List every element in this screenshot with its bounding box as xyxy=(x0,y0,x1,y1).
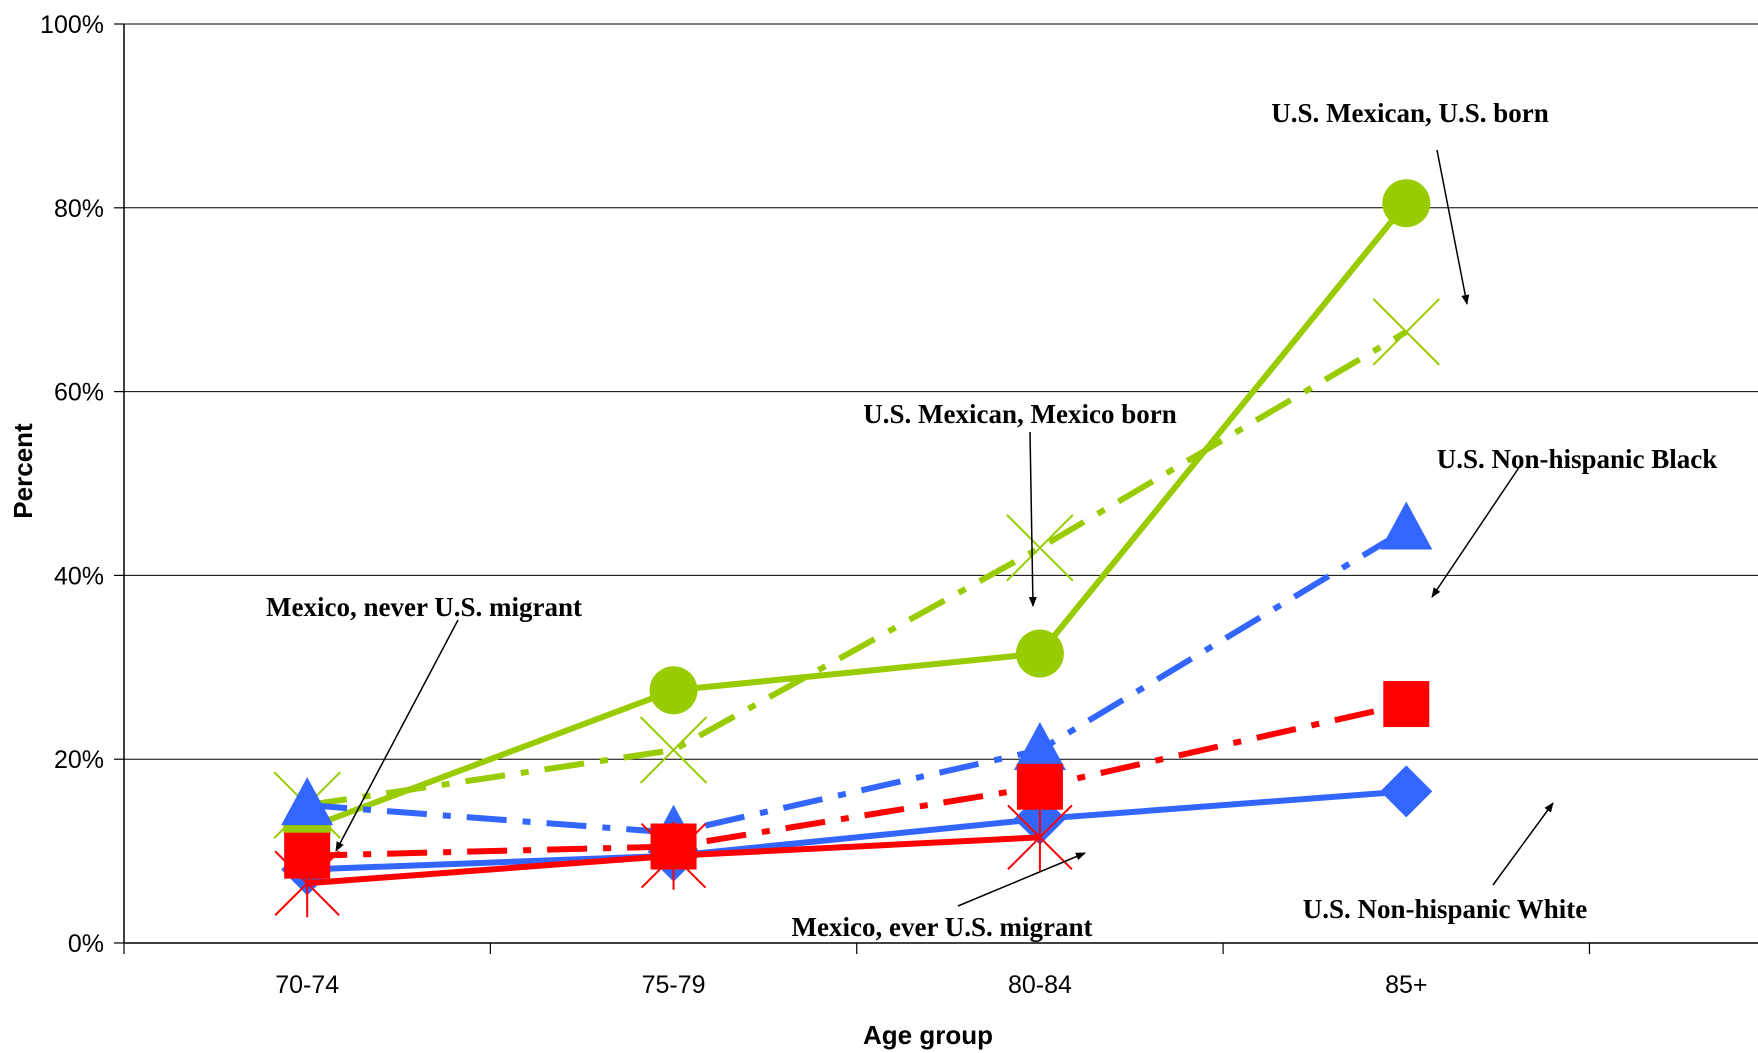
annotation: Mexico, ever U.S. migrant xyxy=(792,852,1093,942)
series-line xyxy=(306,526,1408,836)
x-marker xyxy=(1372,298,1440,366)
annotation-label: Mexico, never U.S. migrant xyxy=(266,592,582,622)
annotation-label: U.S. Mexican, U.S. born xyxy=(1271,98,1549,128)
annotation-arrow xyxy=(335,619,459,852)
circle-marker xyxy=(1382,179,1431,228)
series-3 xyxy=(281,765,1433,896)
annotation-arrow xyxy=(1028,431,1037,607)
y-tick-label: 80% xyxy=(54,195,104,223)
y-tick-label: 40% xyxy=(54,562,104,590)
series-5 xyxy=(274,803,1073,918)
x-tick-label: 85+ xyxy=(1385,971,1427,999)
series-line xyxy=(307,788,1407,873)
gridlines xyxy=(124,23,1758,760)
annotation-arrow xyxy=(957,852,1086,907)
x-marker xyxy=(639,716,708,784)
annotation-label: U.S. Mexican, Mexico born xyxy=(863,399,1176,429)
series-line xyxy=(306,329,1408,809)
triangle-marker xyxy=(1013,722,1066,771)
square-marker xyxy=(1383,681,1430,728)
series-line xyxy=(307,701,1407,859)
x-axis-title: Age group xyxy=(863,1020,993,1050)
triangle-marker xyxy=(1380,501,1433,550)
series-0 xyxy=(283,179,1431,853)
annotation: U.S. Non-hispanic Black xyxy=(1431,444,1718,598)
x-tick-label: 70-74 xyxy=(275,971,339,999)
x-marker xyxy=(1006,514,1074,582)
y-tick-label: 60% xyxy=(54,379,104,407)
y-tick-label: 20% xyxy=(54,746,104,774)
diamond-marker xyxy=(1380,765,1433,818)
y-tick-label: 0% xyxy=(68,930,104,958)
x-marker-stroke xyxy=(1372,298,1440,366)
x-tick-label: 80-84 xyxy=(1008,971,1072,999)
annotation: U.S. Mexican, U.S. born xyxy=(1271,98,1549,305)
annotation-label: U.S. Non-hispanic Black xyxy=(1437,444,1718,474)
x-marker-stroke xyxy=(639,716,708,784)
asterisk-marker xyxy=(274,849,340,918)
annotation: Mexico, never U.S. migrant xyxy=(266,592,582,852)
y-axis-title: Percent xyxy=(8,423,38,519)
x-marker-stroke xyxy=(1006,514,1074,582)
x-tick-label: 75-79 xyxy=(642,971,706,999)
square-marker xyxy=(1016,763,1063,810)
circle-marker xyxy=(1015,629,1064,678)
annotation-arrow xyxy=(1436,149,1470,305)
annotation-label: U.S. Non-hispanic White xyxy=(1303,894,1588,924)
annotation-arrow xyxy=(1492,802,1554,886)
y-tick-label: 100% xyxy=(40,11,104,39)
triangle-marker xyxy=(281,777,334,826)
annotation-arrow xyxy=(1431,462,1523,598)
circle-marker xyxy=(649,666,698,715)
axes: 0% 20% 40% 60% 80% 100% 70-74 75-79 80-84 85+ xyxy=(40,11,1758,999)
asterisk-marker xyxy=(640,821,707,890)
annotation: U.S. Non-hispanic White xyxy=(1303,802,1588,924)
annotation: U.S. Mexican, Mexico born xyxy=(863,399,1177,607)
annotations: U.S. Mexican, U.S. born U.S. Mexican, Mex… xyxy=(266,98,1717,942)
series xyxy=(273,179,1440,918)
asterisk-marker xyxy=(1007,803,1073,872)
series-1 xyxy=(273,298,1440,839)
series-line xyxy=(306,201,1409,831)
annotation-label: Mexico, ever U.S. migrant xyxy=(792,912,1093,942)
